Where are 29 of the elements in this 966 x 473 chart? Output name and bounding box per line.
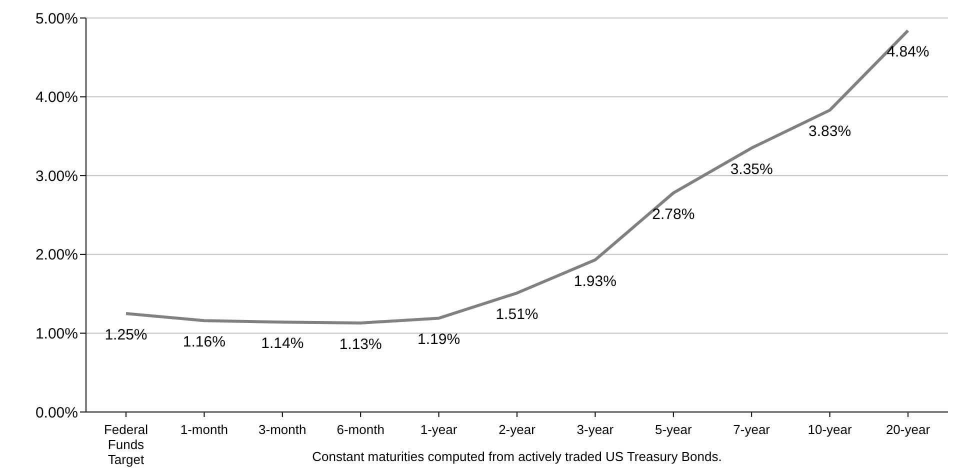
data-label: 1.51% <box>496 306 538 324</box>
y-tick-label: 4.00% <box>35 89 78 106</box>
x-tick-label: 7-year <box>733 422 771 437</box>
x-tick-label: Federal Funds Target <box>104 422 148 467</box>
data-label: 4.84% <box>886 44 930 61</box>
x-tick-label: 1-month <box>180 422 228 437</box>
x-tick-label: 5-year <box>654 422 692 437</box>
x-tick-label: 3-month <box>258 422 306 437</box>
x-tick-label: 1-year <box>420 422 458 437</box>
x-axis-title: Constant maturities computed from actively traded US Treasury Bonds. <box>312 449 722 464</box>
data-label: 2.78% <box>652 206 695 223</box>
data-label: 1.25% <box>104 326 148 344</box>
y-tick-label: 5.00% <box>35 10 78 28</box>
data-label: 1.19% <box>418 331 460 348</box>
data-label: 1.13% <box>339 336 382 353</box>
y-tick-label: 2.00% <box>35 246 78 264</box>
data-label: 1.93% <box>574 272 616 290</box>
x-tick-label: 2-year <box>498 422 536 437</box>
y-tick-label: 3.00% <box>35 168 78 185</box>
x-tick-label: 10-year <box>808 422 853 437</box>
x-tick-label: 20-year <box>886 422 931 437</box>
data-label: 3.35% <box>730 161 773 178</box>
data-label: 3.83% <box>808 123 852 140</box>
y-tick-label: 1.00% <box>35 326 78 343</box>
x-tick-label: 3-year <box>576 422 614 437</box>
y-tick-label: 0.00% <box>35 404 78 422</box>
x-tick-label: 6-month <box>336 422 384 437</box>
data-label: 1.14% <box>261 335 304 352</box>
data-label: 1.16% <box>182 334 226 351</box>
